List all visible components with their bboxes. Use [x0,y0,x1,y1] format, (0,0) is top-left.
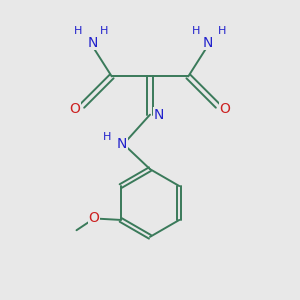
Text: H: H [100,26,109,36]
Text: N: N [87,35,98,50]
Text: H: H [191,26,200,36]
Text: H: H [103,132,112,142]
Text: N: N [117,137,127,151]
Text: N: N [154,108,164,122]
Text: O: O [70,102,80,116]
Text: H: H [218,26,226,36]
Text: N: N [202,35,213,50]
Text: O: O [89,212,100,226]
Text: H: H [74,26,82,36]
Text: O: O [220,102,230,116]
